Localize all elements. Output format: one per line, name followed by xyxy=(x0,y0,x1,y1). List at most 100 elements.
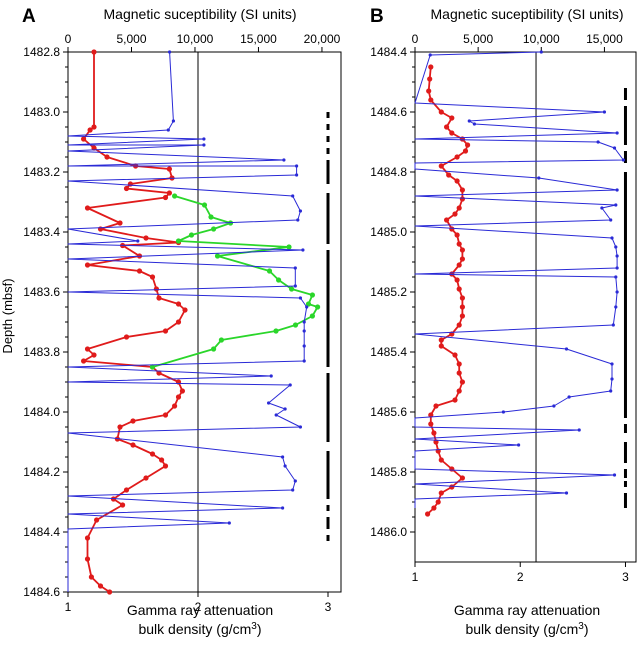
panel-b-gamma-point xyxy=(459,196,465,202)
panel-b-magnetic-point xyxy=(610,377,614,381)
panel-b-magnetic-point xyxy=(537,176,541,180)
panel-b-gamma-point xyxy=(428,97,434,103)
panel-b-gamma-point xyxy=(449,466,455,472)
panel-b-gamma-point xyxy=(435,499,441,505)
panel-b-gamma-point xyxy=(459,187,465,193)
panel-a-y-tick-label: 1484.2 xyxy=(23,465,60,479)
panel-b-gamma-point xyxy=(459,313,465,319)
panel-a-gamma-point xyxy=(97,583,104,589)
panel-b-y-tick-label: 1485.2 xyxy=(370,285,407,299)
panel-a-gamma-point xyxy=(153,286,159,292)
panel-b-gamma-point xyxy=(456,322,462,328)
panel-a-bottom-tick-label: 2 xyxy=(195,600,202,614)
panel-b-magnetic-point xyxy=(600,206,604,210)
panel-b-y-tick-label: 1485.8 xyxy=(370,465,407,479)
panel-a-gamma-point xyxy=(81,136,87,142)
panel-b-gamma-point xyxy=(438,343,444,349)
panel-b-magnetic-point xyxy=(614,275,618,279)
panel-b-gamma-series-line xyxy=(426,66,469,515)
panel-b-magnetic-point xyxy=(609,389,613,393)
panel-a-magnetic-point xyxy=(298,425,302,429)
panel-b-magnetic-point xyxy=(615,254,619,258)
panel-a-magnetic-point xyxy=(302,329,306,333)
panel-a-gamma-point xyxy=(84,205,91,211)
panel-a-green-point xyxy=(218,337,224,343)
panel-a-gamma-point xyxy=(166,166,172,172)
panel-a-gamma-point xyxy=(84,346,91,352)
panel-b-magnetic-point xyxy=(428,53,432,57)
panel-a-gamma-point xyxy=(84,535,91,541)
panel-b-magnetic-point xyxy=(567,395,571,399)
panel-a-green-series-line xyxy=(152,195,319,368)
panel-b-gamma-point xyxy=(449,271,455,277)
panel-a-magnetic-point xyxy=(293,284,297,288)
panel-a-magnetic-point xyxy=(281,455,285,459)
panel-a-gamma-point xyxy=(84,556,91,562)
panel-b-magnetic-point xyxy=(564,491,569,495)
panel-b-gamma-point xyxy=(438,109,444,115)
panel-a-gamma-point xyxy=(104,154,110,160)
panel-a-magnetic-point xyxy=(302,320,306,324)
panel-a-green-point xyxy=(266,268,273,274)
panel-a-magnetic-point xyxy=(291,194,295,198)
panel-b-gamma-point xyxy=(456,262,462,268)
panel-a-gamma-point xyxy=(136,268,143,274)
panel-a-magnetic-point xyxy=(295,173,299,177)
panel-a-green-point xyxy=(309,313,315,319)
panel-b-magnetic-point xyxy=(615,131,619,135)
panel-a-gamma-point xyxy=(127,181,133,187)
panel-a-gamma-point xyxy=(166,190,172,196)
panel-a-gamma-point xyxy=(149,451,156,457)
panel-b-magnetic-point xyxy=(577,428,581,432)
panel-a-magnetic-point xyxy=(267,401,271,405)
panel-a-magnetic-point xyxy=(269,374,273,378)
panel-a-top-tick-label: 5,000 xyxy=(116,32,146,46)
panel-b-magnetic-point xyxy=(614,203,618,207)
panel-a-top-tick-label: 20,000 xyxy=(304,32,341,46)
panel-b-gamma-point xyxy=(428,421,434,427)
panel-a-magnetic-point xyxy=(298,296,302,300)
panel-b-magnetic-point xyxy=(615,266,619,270)
panel-a-magnetic-point xyxy=(202,137,206,141)
panel-a-gamma-point xyxy=(84,262,91,268)
panel-a-gamma-point xyxy=(179,388,185,394)
panel-a-gamma-point xyxy=(156,295,162,301)
panel-a-gamma-point xyxy=(117,220,123,226)
panel-a-y-tick-label: 1484.4 xyxy=(23,525,60,539)
panel-b-gamma-point xyxy=(459,256,465,262)
panel-a-gamma-point xyxy=(162,328,169,334)
panel-a-gamma-point xyxy=(81,358,87,364)
panel-b-gamma-point xyxy=(459,295,465,301)
panel-a-gamma-point xyxy=(143,475,149,481)
panel-b-gamma-point xyxy=(459,304,465,310)
panel-b-gamma-point xyxy=(454,232,460,238)
panel-b-gamma-point xyxy=(426,88,432,94)
panel-a-magnetic-point xyxy=(293,266,297,270)
panel-b-gamma-point xyxy=(438,490,444,496)
panel-a-magnetic-point xyxy=(302,344,306,348)
panel-a-bottom-tick-label: 1 xyxy=(65,600,72,614)
panel-b-gamma-point xyxy=(433,403,439,409)
panel-a-gamma-point xyxy=(87,127,93,133)
panel-a-bottom-axis-title-line1: Gamma ray attenuation xyxy=(127,602,273,618)
panel-b-top-tick-label: 15,000 xyxy=(586,32,623,46)
panel-a-gamma-point xyxy=(107,589,113,595)
panel-b-gamma-point xyxy=(459,379,465,385)
panel-a-green-point xyxy=(188,232,195,238)
panel-b-magnetic-point xyxy=(501,410,505,414)
panel-a-magnetic-point xyxy=(283,407,287,411)
panel-b-y-tick-label: 1484.4 xyxy=(370,45,407,59)
panel-b-magnetic-point xyxy=(610,362,614,366)
panel-a-magnetic-point xyxy=(202,143,206,147)
panel-a-magnetic-series-line xyxy=(67,51,308,592)
panel-a-green-point xyxy=(211,226,217,232)
panel-b-gamma-point xyxy=(431,505,437,511)
panel-b-y-tick-label: 1485.6 xyxy=(370,405,407,419)
panel-b-magnetic-point xyxy=(472,122,476,126)
panel-a-green-point xyxy=(276,277,282,283)
panel-b-magnetic-point xyxy=(610,236,614,240)
panel-b-top-axis-title: Magnetic suceptibility (SI units) xyxy=(431,6,624,22)
panel-a-magnetic-point xyxy=(305,305,309,309)
panel-a-gamma-point xyxy=(117,424,123,430)
